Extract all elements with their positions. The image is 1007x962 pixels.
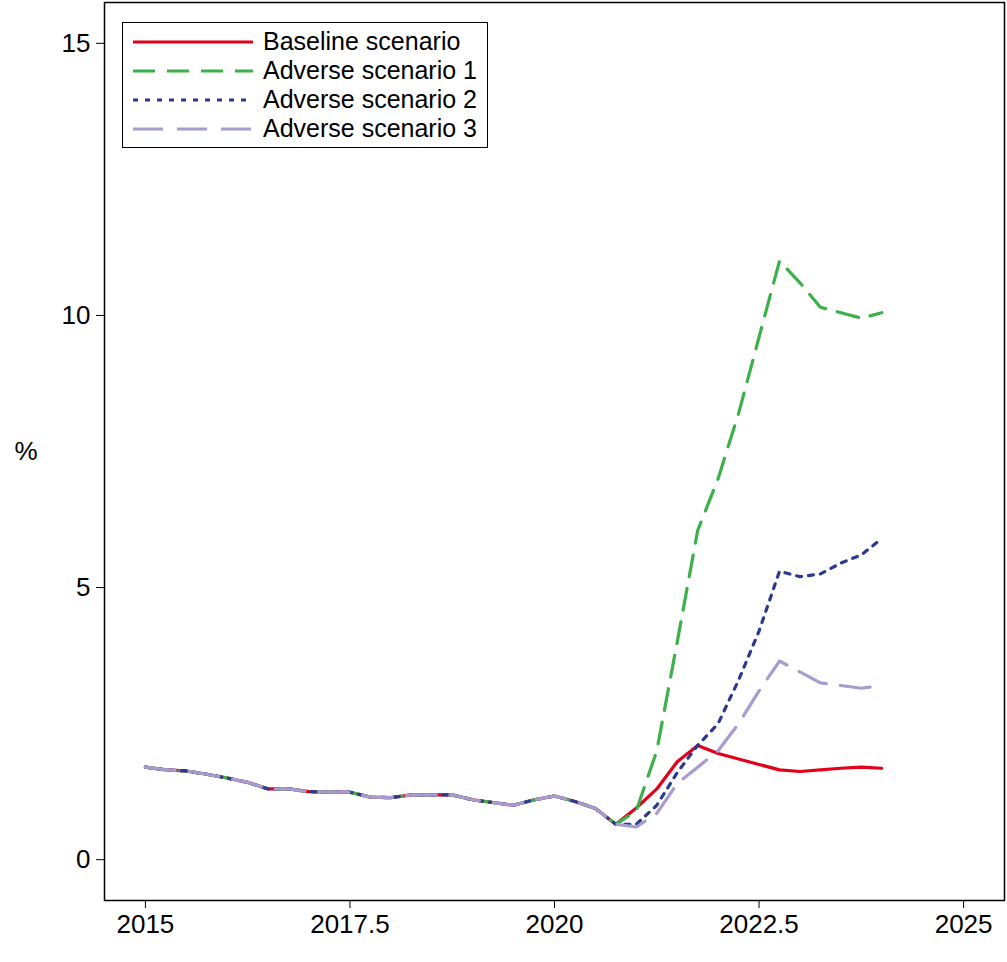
html-text:Adverse scenario 1: Adverse scenario 1: [263, 56, 477, 84]
svg-text:15: 15: [62, 28, 91, 58]
svg-text:2025: 2025: [935, 909, 993, 939]
svg-text:2020: 2020: [526, 909, 584, 939]
svg-text:2022.5: 2022.5: [719, 909, 799, 939]
html-text:Baseline scenario: Baseline scenario: [263, 27, 461, 55]
svg-text:2017.5: 2017.5: [310, 909, 390, 939]
svg-text:5: 5: [76, 572, 90, 602]
svg-text:0: 0: [76, 844, 90, 874]
svg-text:10: 10: [62, 300, 91, 330]
html-text:Adverse scenario 3: Adverse scenario 3: [263, 114, 477, 142]
svg-text:2015: 2015: [116, 909, 174, 939]
html-text:Adverse scenario 2: Adverse scenario 2: [263, 85, 477, 113]
svg-text:%: %: [15, 436, 38, 466]
